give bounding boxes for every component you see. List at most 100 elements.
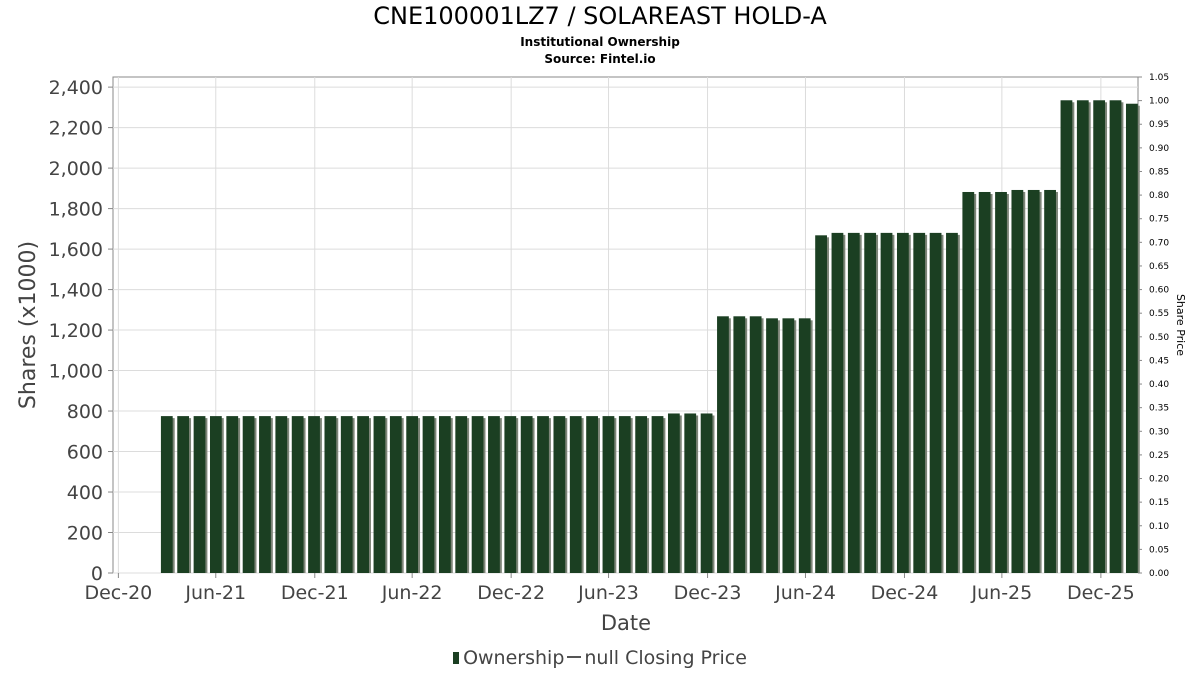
ownership-bar (160, 416, 173, 573)
ownership-bar (455, 416, 468, 573)
ownership-bar (471, 416, 484, 573)
chart-subtitle: Institutional Ownership (520, 35, 680, 49)
ownership-bar (913, 232, 926, 573)
ownership-bar (193, 416, 206, 573)
ownership-bar (275, 416, 288, 573)
ownership-bar (684, 413, 697, 573)
y2-tick-label: 0.10 (1149, 522, 1169, 532)
legend: Ownership null Closing Price (0, 647, 1200, 669)
ownership-bar (1125, 103, 1138, 573)
x-tick-label: Jun-21 (184, 582, 246, 604)
ownership-bar (635, 416, 648, 573)
y-tick-label: 1,800 (49, 199, 103, 221)
y2-tick-label: 0.85 (1149, 167, 1169, 177)
y2-tick-label: 0.15 (1149, 498, 1169, 508)
ownership-bar (553, 416, 566, 573)
price-legend-icon (567, 656, 582, 658)
y-tick-label: 1,600 (49, 239, 103, 261)
axes: 0 200 400 600 800 1,000 1,200 1,400 1,600 1,800 2,… (49, 73, 1170, 604)
chart-title: CNE100001LZ7 / SOLAREAST HOLD-A (373, 2, 827, 30)
ownership-bar (651, 416, 664, 573)
ownership-bar (422, 416, 435, 573)
y2-tick-label: 0.35 (1149, 404, 1169, 414)
y2-tick-label: 1.05 (1149, 73, 1169, 83)
ownership-bar (1093, 100, 1106, 574)
ownership-bar (978, 191, 991, 573)
ownership-bar (602, 416, 615, 573)
y2-tick-label: 0.75 (1149, 215, 1169, 225)
x-tick-label: Dec-22 (477, 582, 545, 604)
ownership-bar (259, 416, 271, 573)
ownership-bar (1027, 189, 1040, 573)
y2-tick-label: 0.30 (1149, 427, 1169, 437)
ownership-bar (667, 413, 680, 573)
y-tick-label: 2,000 (49, 158, 103, 180)
ownership-bar (406, 416, 419, 573)
y-tick-label: 1,400 (49, 280, 103, 302)
ownership-bar (504, 416, 517, 573)
ownership-bar (929, 232, 942, 573)
x-tick-label: Dec-21 (281, 582, 349, 604)
y2-tick-label: 0.50 (1149, 333, 1169, 343)
ownership-bar (1109, 100, 1122, 574)
ownership-bar (177, 416, 190, 573)
y-tick-label: 1,200 (49, 320, 103, 342)
ownership-bar (324, 416, 337, 573)
x-tick-label: Dec-24 (871, 582, 939, 604)
y2-tick-label: 0.45 (1149, 356, 1169, 366)
y2-tick-label: 0.60 (1149, 286, 1169, 296)
y-tick-label: 0 (91, 563, 103, 585)
y2-tick-label: 0.05 (1149, 545, 1169, 555)
ownership-bar (798, 318, 811, 573)
ownership-bar (1076, 100, 1089, 574)
x-tick-label: Dec-25 (1067, 582, 1135, 604)
y-tick-label: 400 (67, 482, 103, 504)
ownership-bar (733, 316, 746, 573)
y2-tick-label: 0.95 (1149, 120, 1169, 130)
ownership-bar (700, 413, 713, 573)
ownership-bar (815, 235, 827, 573)
ownership-bar (438, 416, 451, 573)
legend-ownership-label: Ownership (463, 647, 565, 669)
ownership-bar (749, 316, 762, 573)
x-tick-label: Jun-22 (381, 582, 443, 604)
ownership-bar (717, 316, 729, 573)
y2-tick-label: 0.55 (1149, 309, 1169, 319)
ownership-bar (373, 416, 386, 573)
ownership-bar (864, 232, 877, 573)
ownership-bar (1011, 189, 1024, 573)
chart-source: Source: Fintel.io (544, 52, 656, 66)
x-tick-label: Jun-23 (577, 582, 639, 604)
y-tick-label: 2,400 (49, 77, 103, 99)
x-axis-label: Date (601, 611, 651, 635)
ownership-legend-icon (453, 652, 460, 664)
x-tick-label: Jun-25 (971, 582, 1033, 604)
ownership-bar (569, 416, 582, 573)
ownership-bar (537, 416, 549, 573)
ownership-bar (995, 191, 1007, 573)
y-tick-label: 1,000 (49, 361, 103, 383)
ownership-bar (896, 232, 909, 573)
ownership-bar (880, 232, 893, 573)
x-tick-label: Dec-23 (674, 582, 742, 604)
ownership-bar (586, 416, 598, 573)
y2-tick-label: 0.70 (1149, 238, 1169, 248)
ownership-bar (782, 318, 795, 573)
ownership-bar (962, 191, 975, 573)
ownership-bar (226, 416, 239, 573)
bar-series (160, 100, 1140, 574)
y2-axis-label: Share Price (1174, 294, 1187, 356)
ownership-bar (291, 416, 304, 573)
y-axis-label: Shares (x1000) (16, 241, 41, 409)
legend-price-label: null Closing Price (584, 647, 747, 669)
ownership-bar (831, 232, 844, 573)
ownership-bar (1044, 189, 1056, 573)
y2-tick-label: 0.65 (1149, 262, 1169, 272)
x-tick-label: Dec-20 (84, 582, 152, 604)
ownership-bar (308, 416, 320, 573)
ownership-bar (618, 416, 631, 573)
ownership-bar (209, 416, 222, 573)
y-tick-label: 800 (67, 401, 103, 423)
y2-tick-label: 0.25 (1149, 451, 1169, 461)
ownership-bar (357, 416, 369, 573)
